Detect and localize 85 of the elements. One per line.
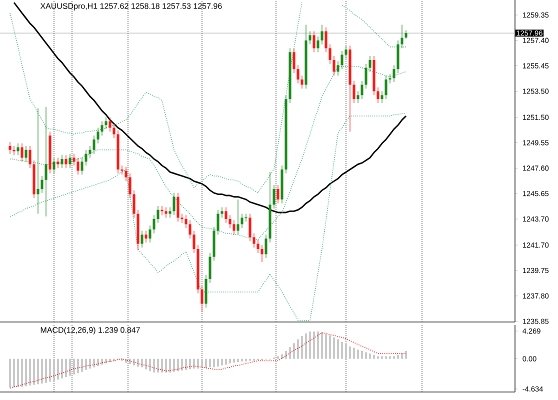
candlestick <box>220 206 224 218</box>
candlestick <box>132 190 136 218</box>
candlestick <box>344 45 348 59</box>
candlestick <box>36 108 40 214</box>
candlestick <box>144 230 148 243</box>
candlestick <box>8 142 12 154</box>
candlestick <box>176 192 180 222</box>
candlestick <box>224 206 228 224</box>
candlestick <box>308 30 312 45</box>
candlestick <box>264 234 268 258</box>
candlestick <box>208 252 212 284</box>
candlestick <box>368 56 372 72</box>
candlestick <box>320 24 324 45</box>
candlestick <box>216 210 220 235</box>
candlestick <box>252 233 256 248</box>
candlestick <box>256 240 260 254</box>
candlestick <box>92 135 96 154</box>
candlestick <box>236 199 240 235</box>
candlestick <box>56 157 60 168</box>
candlestick <box>28 146 32 168</box>
candlestick <box>168 206 172 218</box>
candlestick <box>160 206 164 216</box>
candlestick <box>24 146 28 162</box>
candlestick <box>128 173 132 198</box>
candlestick <box>312 30 316 52</box>
candlestick <box>140 230 144 248</box>
candlestick <box>356 90 360 104</box>
candlestick <box>184 214 188 228</box>
candlestick <box>292 48 296 74</box>
candlestick <box>364 64 368 89</box>
candlestick <box>44 106 48 217</box>
candlestick <box>316 36 320 52</box>
candlestick <box>64 154 68 168</box>
chart-title: MACD(12,26,9) 1.239 0.847 <box>40 326 140 334</box>
candlestick <box>232 220 236 235</box>
candlestick <box>296 64 300 84</box>
candlestick <box>392 64 396 82</box>
candlestick <box>276 184 280 204</box>
candlestick <box>156 206 160 224</box>
candlestick <box>112 124 116 138</box>
candlestick <box>272 184 276 209</box>
candlestick <box>260 244 264 262</box>
candlestick <box>40 176 44 194</box>
candlestick <box>100 120 104 136</box>
candlestick <box>192 230 196 254</box>
candlestick <box>52 157 56 174</box>
candlestick <box>332 56 336 76</box>
candlestick <box>12 146 16 156</box>
candlestick <box>376 87 380 104</box>
candlestick <box>300 75 304 89</box>
chart-title: XAUUSDpro,H1 1257.62 1258.18 1257.53 1257.96 <box>40 3 222 10</box>
candlestick <box>16 143 20 156</box>
candlestick <box>76 157 80 175</box>
candlestick <box>228 214 232 228</box>
candlestick <box>80 157 84 175</box>
candlestick <box>188 220 192 239</box>
candlestick <box>148 225 152 243</box>
candlestick <box>336 60 340 76</box>
candlestick <box>248 213 252 242</box>
candlestick <box>384 75 388 100</box>
candlestick <box>324 27 328 52</box>
candlestick <box>96 127 100 144</box>
candlestick <box>240 213 244 228</box>
candlestick <box>108 117 112 132</box>
candlestick <box>360 80 364 100</box>
candlestick <box>72 154 76 166</box>
candlestick <box>200 285 204 312</box>
candlestick <box>352 80 356 104</box>
candlestick <box>180 213 184 224</box>
candlestick <box>380 90 384 104</box>
candlestick <box>120 165 124 175</box>
candlestick <box>20 143 24 162</box>
candlestick <box>340 50 344 70</box>
candlestick <box>88 146 92 158</box>
candlestick <box>172 192 176 216</box>
candlestick <box>124 166 128 182</box>
candlestick <box>388 74 392 84</box>
candlestick <box>164 206 168 218</box>
candlestick <box>328 44 332 64</box>
candlestick <box>84 150 88 166</box>
candlestick <box>60 154 64 168</box>
candlestick <box>104 117 108 130</box>
candlestick <box>68 154 72 168</box>
candlestick <box>152 214 156 234</box>
candlestick <box>400 24 404 49</box>
